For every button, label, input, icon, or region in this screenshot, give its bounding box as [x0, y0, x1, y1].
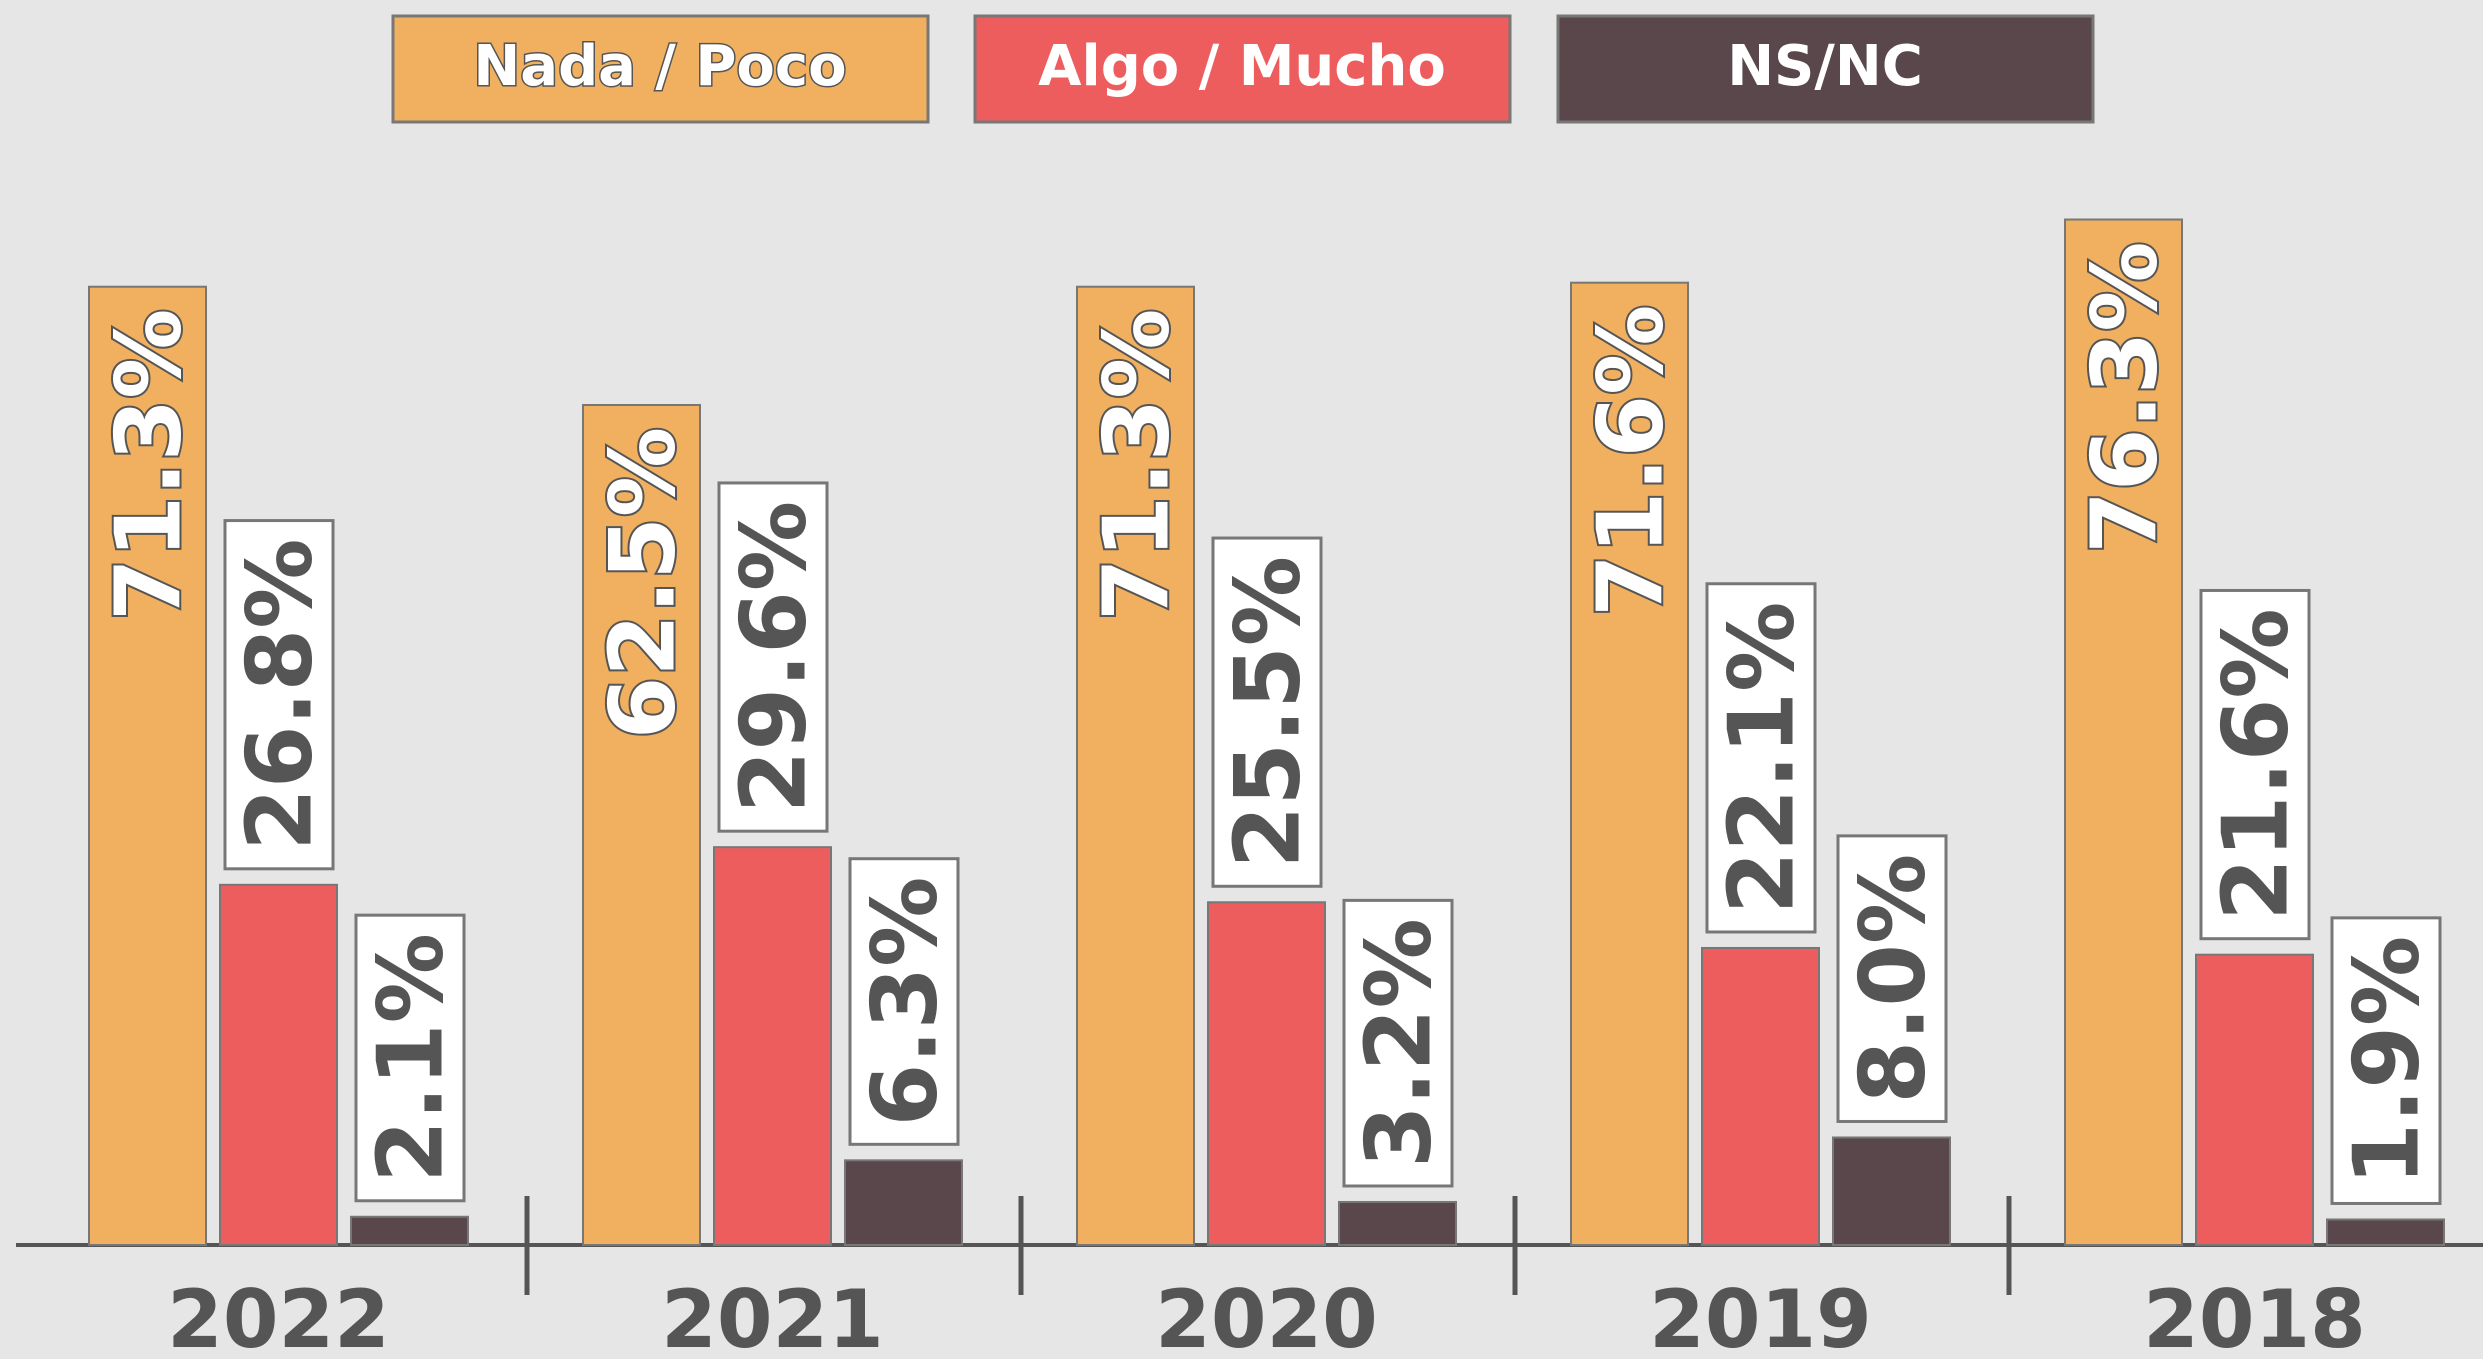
data-label: 29.6% [722, 501, 827, 813]
bar [1832, 1136, 1951, 1246]
data-label-box [354, 913, 466, 1203]
bar [1701, 946, 1820, 1246]
legend-swatch [1556, 14, 2095, 124]
bar [2064, 218, 2183, 1247]
bar [1207, 901, 1326, 1247]
data-label: 8.0% [1841, 854, 1946, 1104]
data-label: 71.3% [1085, 309, 1190, 621]
data-label-box [1836, 834, 1948, 1123]
bar [2195, 953, 2314, 1246]
legend-label: Nada / Poco [473, 34, 846, 99]
bar [582, 404, 701, 1246]
bar [1076, 285, 1195, 1246]
data-label: 71.6% [1579, 305, 1684, 617]
data-label-box [1342, 898, 1454, 1188]
bar [219, 883, 338, 1246]
data-label: 3.2% [1347, 918, 1452, 1168]
bar [1570, 281, 1689, 1247]
data-label: 62.5% [591, 427, 696, 739]
data-label-box [2199, 588, 2311, 941]
data-label: 1.9% [2335, 936, 2440, 1186]
x-tick-label: 2018 [2143, 1273, 2366, 1359]
bar [2326, 1218, 2445, 1246]
data-label: 22.1% [1710, 602, 1815, 914]
x-tick-label: 2022 [167, 1273, 390, 1359]
data-label: 76.3% [2073, 242, 2178, 554]
data-label-box [848, 857, 960, 1146]
data-label: 25.5% [1216, 556, 1321, 868]
bar [88, 285, 207, 1246]
x-tick-label: 2021 [661, 1273, 884, 1359]
bar [350, 1215, 469, 1246]
x-tick-label: 2020 [1155, 1273, 1378, 1359]
data-label: 21.6% [2204, 608, 2309, 920]
x-tick-label: 2019 [1649, 1273, 1872, 1359]
bar [1338, 1200, 1457, 1246]
legend-label: NS/NC [1727, 34, 1923, 99]
data-label-box [717, 481, 829, 833]
data-label: 2.1% [359, 933, 464, 1183]
bar [713, 846, 832, 1247]
data-label: 6.3% [853, 877, 958, 1127]
data-label-box [2330, 916, 2442, 1205]
legend-swatch [973, 14, 1512, 124]
data-label: 71.3% [97, 309, 202, 621]
data-label-box [1705, 582, 1817, 934]
legend-label: Algo / Mucho [1038, 34, 1446, 99]
legend-swatch [391, 14, 930, 124]
data-label-box [223, 519, 335, 871]
data-label: 26.8% [228, 539, 333, 851]
data-label-box [1211, 536, 1323, 888]
bar [844, 1159, 963, 1246]
